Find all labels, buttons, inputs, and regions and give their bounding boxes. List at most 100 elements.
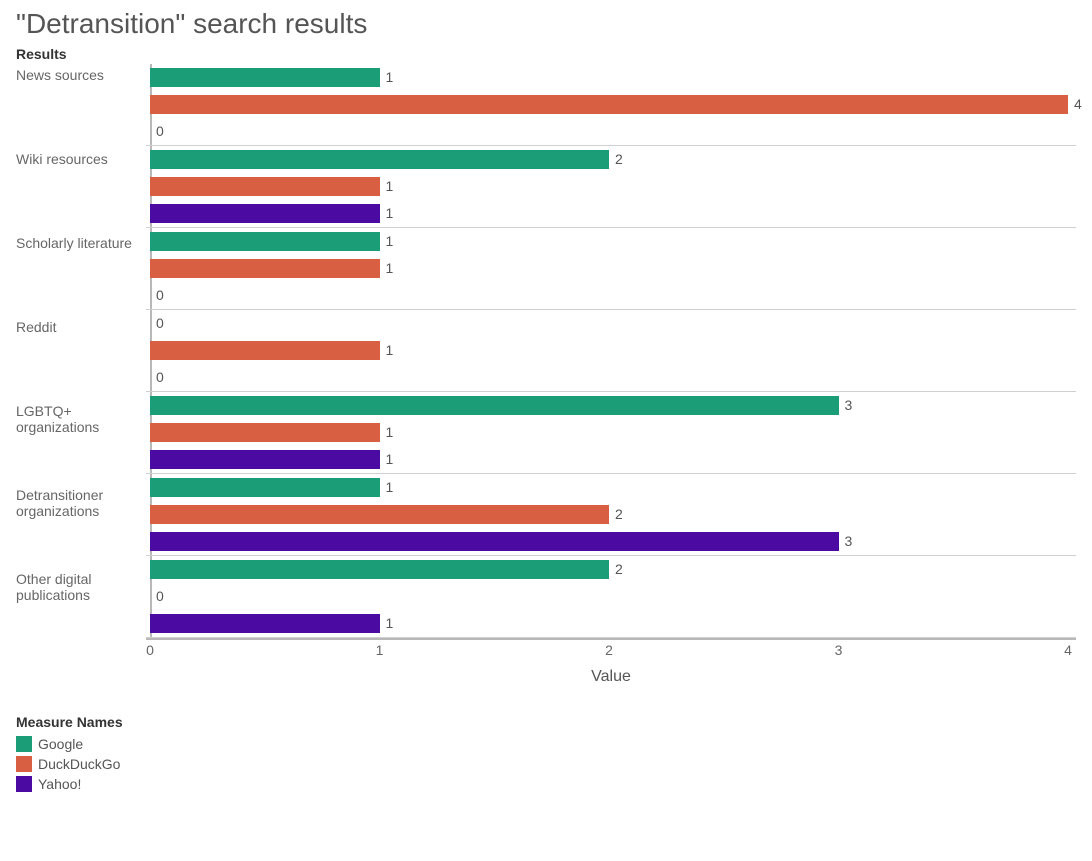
bar-row-inner: 0 (150, 118, 1068, 145)
bar-row-inner: 0 (150, 310, 1068, 337)
bar-value-label: 2 (609, 556, 623, 583)
bar (150, 259, 380, 278)
plot-area: Results News sourcesWiki resourcesSchola… (16, 46, 1076, 686)
legend-label: Yahoo! (38, 774, 81, 794)
bar-row-inner: 1 (150, 446, 1068, 473)
bar-row-inner: 1 (150, 64, 1068, 91)
chart-title: "Detransition" search results (16, 8, 1076, 40)
bar-value-label: 3 (839, 392, 853, 419)
legend-item: Yahoo! (16, 774, 1076, 794)
legend-label: Google (38, 734, 83, 754)
bar-value-label: 3 (839, 528, 853, 555)
bar-value-label: 0 (150, 118, 164, 145)
bar-value-label: 2 (609, 501, 623, 528)
x-tick-label: 4 (1064, 642, 1072, 658)
legend-item: DuckDuckGo (16, 754, 1076, 774)
bar (150, 204, 380, 223)
category-label: Detransitioner organizations (16, 484, 146, 568)
bar (150, 478, 380, 497)
bar-value-label: 1 (380, 474, 394, 501)
bar-row-inner: 4 (150, 91, 1068, 118)
bar-row-inner: 2 (150, 556, 1068, 583)
bar (150, 450, 380, 469)
category-group: 140 (146, 64, 1076, 145)
bar-row: 0 (146, 364, 1076, 391)
bar-row: 0 (146, 583, 1076, 610)
bar-row-inner: 0 (150, 364, 1068, 391)
bar-value-label: 0 (150, 282, 164, 309)
bar-row: 2 (146, 146, 1076, 173)
bar-value-label: 1 (380, 610, 394, 637)
bar-row-inner: 1 (150, 610, 1068, 637)
bar-value-label: 0 (150, 583, 164, 610)
x-tick-label: 0 (146, 642, 154, 658)
bar-row: 3 (146, 528, 1076, 555)
bar-row-inner: 2 (150, 146, 1068, 173)
legend-item: Google (16, 734, 1076, 754)
bar (150, 614, 380, 633)
category-group: 1 2 3 (146, 473, 1076, 555)
bars-column: 140211110010311123201 01234 Value (146, 46, 1076, 686)
bar-row: 0 (146, 118, 1076, 145)
bar-row: 1 (146, 64, 1076, 91)
bar (150, 177, 380, 196)
category-label: Wiki resources (16, 148, 146, 232)
category-group: 2 0 1 (146, 555, 1076, 637)
bar (150, 68, 380, 87)
bar-row: 4 (146, 91, 1076, 118)
bar-groups: 140211110010311123201 (146, 64, 1076, 638)
bar-row: 1 (146, 200, 1076, 227)
bar-row: 0 (146, 282, 1076, 309)
category-group: 110 (146, 227, 1076, 309)
legend-title: Measure Names (16, 714, 1076, 730)
bar-row-inner: 1 (150, 200, 1068, 227)
bar-row: 2 (146, 556, 1076, 583)
category-label: Reddit (16, 316, 146, 400)
bar-value-label: 1 (380, 446, 394, 473)
bar-row: 1 (146, 610, 1076, 637)
bar (150, 341, 380, 360)
category-label: News sources (16, 64, 146, 148)
bar-row-inner: 1 (150, 173, 1068, 200)
bar-value-label: 2 (609, 146, 623, 173)
bar-row-inner: 0 (150, 282, 1068, 309)
bar (150, 232, 380, 251)
bar (150, 95, 1068, 114)
bar-value-label: 1 (380, 64, 394, 91)
bar-row: 0 (146, 310, 1076, 337)
bar-value-label: 1 (380, 200, 394, 227)
x-tick-label: 2 (605, 642, 613, 658)
bar-value-label: 1 (380, 419, 394, 446)
bar-row-inner: 2 (150, 501, 1068, 528)
y-axis-column: Results News sourcesWiki resourcesSchola… (16, 46, 146, 686)
bar-row-inner: 1 (150, 228, 1068, 255)
bar-row-inner: 1 (150, 474, 1068, 501)
legend-items: GoogleDuckDuckGoYahoo! (16, 734, 1076, 794)
legend-swatch (16, 736, 32, 752)
bar-row-inner: 3 (150, 528, 1068, 555)
x-axis-ticks: 01234 (150, 640, 1068, 662)
bar (150, 150, 609, 169)
y-axis-header: Results (16, 46, 146, 64)
bar-row-inner: 1 (150, 419, 1068, 446)
legend: Measure Names GoogleDuckDuckGoYahoo! (16, 714, 1076, 794)
category-label: LGBTQ+ organizations (16, 400, 146, 484)
bar-row-inner: 1 (150, 255, 1068, 282)
category-group: 010 (146, 309, 1076, 391)
x-tick-label: 1 (376, 642, 384, 658)
bar (150, 505, 609, 524)
bar-value-label: 4 (1068, 91, 1082, 118)
bar-row-inner: 3 (150, 392, 1068, 419)
bar-row: 1 (146, 419, 1076, 446)
legend-swatch (16, 776, 32, 792)
bar-row: 1 (146, 446, 1076, 473)
x-axis-title: Value (146, 668, 1076, 686)
bar-row-inner: 1 (150, 337, 1068, 364)
category-label: Other digital publications (16, 568, 146, 652)
bar-value-label: 1 (380, 173, 394, 200)
bar-row: 1 (146, 474, 1076, 501)
category-group: 3 11 (146, 391, 1076, 473)
bar-row: 3 (146, 392, 1076, 419)
bar (150, 560, 609, 579)
bar-row: 1 (146, 173, 1076, 200)
